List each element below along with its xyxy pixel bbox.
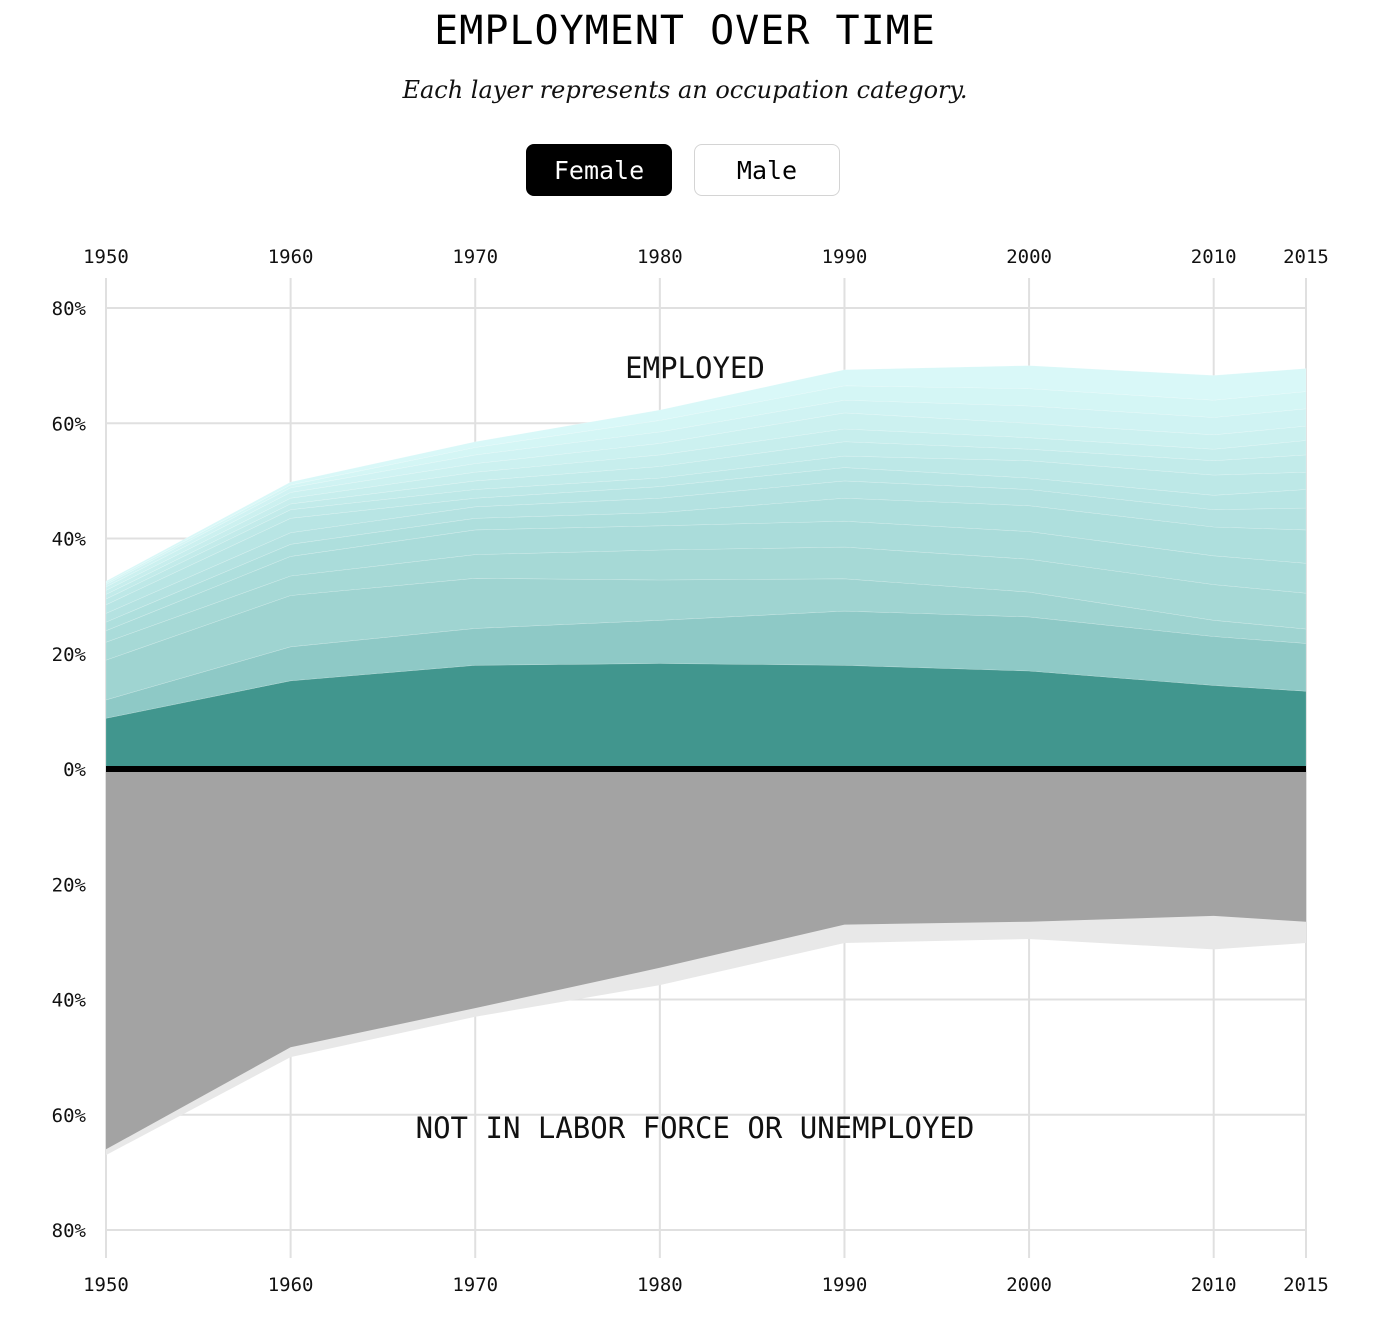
top-x-axis: 1950 1960 1970 1980 1990 2000 2010 2015: [83, 246, 1329, 268]
employed-layer-9: [105, 455, 1307, 606]
employed-layer-13: [105, 399, 1307, 588]
top-tick-1970: 1970: [452, 246, 498, 268]
bottom-tick-1980: 1980: [637, 1274, 683, 1296]
not-in-labor-force-area: [106, 769, 1306, 1150]
employed-layer-5: [105, 520, 1307, 643]
bottom-tick-1970: 1970: [452, 1274, 498, 1296]
male-toggle-button[interactable]: Male: [694, 144, 840, 196]
page-subtitle: Each layer represents an occupation cate…: [402, 76, 968, 104]
employed-layer-7: [105, 480, 1307, 623]
top-tick-1960: 1960: [268, 246, 314, 268]
y-tick-7: 60%: [52, 1105, 87, 1127]
page-title: EMPLOYMENT OVER TIME: [434, 8, 936, 54]
y-tick-2: 40%: [52, 529, 87, 551]
y-tick-8: 80%: [52, 1220, 87, 1242]
top-tick-2000: 2000: [1006, 246, 1052, 268]
employed-layer-15: [105, 365, 1307, 584]
area-layers: [105, 365, 1307, 1156]
bottom-tick-1960: 1960: [268, 1274, 314, 1296]
bottom-tick-1950: 1950: [83, 1274, 129, 1296]
y-tick-6: 40%: [52, 990, 87, 1012]
bottom-tick-1990: 1990: [822, 1274, 868, 1296]
bottom-x-axis: 1950 1960 1970 1980 1990 2000 2010 2015: [83, 1274, 1329, 1296]
y-tick-1: 60%: [52, 413, 87, 435]
bottom-tick-2000: 2000: [1006, 1274, 1052, 1296]
y-tick-4: 0%: [63, 759, 86, 781]
y-tick-3: 20%: [52, 644, 87, 666]
female-toggle-button[interactable]: Female: [526, 144, 672, 196]
top-tick-2010: 2010: [1191, 246, 1237, 268]
top-tick-1980: 1980: [637, 246, 683, 268]
top-tick-1990: 1990: [822, 246, 868, 268]
not-employed-annotation: NOT IN LABOR FORCE OR UNEMPLOYED: [416, 1111, 975, 1145]
employed-layer-3: [105, 577, 1307, 701]
employed-annotation: EMPLOYED: [625, 351, 765, 385]
bottom-tick-2010: 2010: [1191, 1274, 1237, 1296]
y-axis: 80% 60% 40% 20% 0% 20% 40% 60% 80%: [52, 298, 87, 1242]
y-tick-5: 20%: [52, 874, 87, 896]
bottom-tick-2015: 2015: [1283, 1274, 1329, 1296]
y-tick-0: 80%: [52, 298, 87, 320]
top-tick-2015: 2015: [1283, 246, 1329, 268]
top-tick-1950: 1950: [83, 246, 129, 268]
employed-layer-6: [105, 497, 1307, 632]
